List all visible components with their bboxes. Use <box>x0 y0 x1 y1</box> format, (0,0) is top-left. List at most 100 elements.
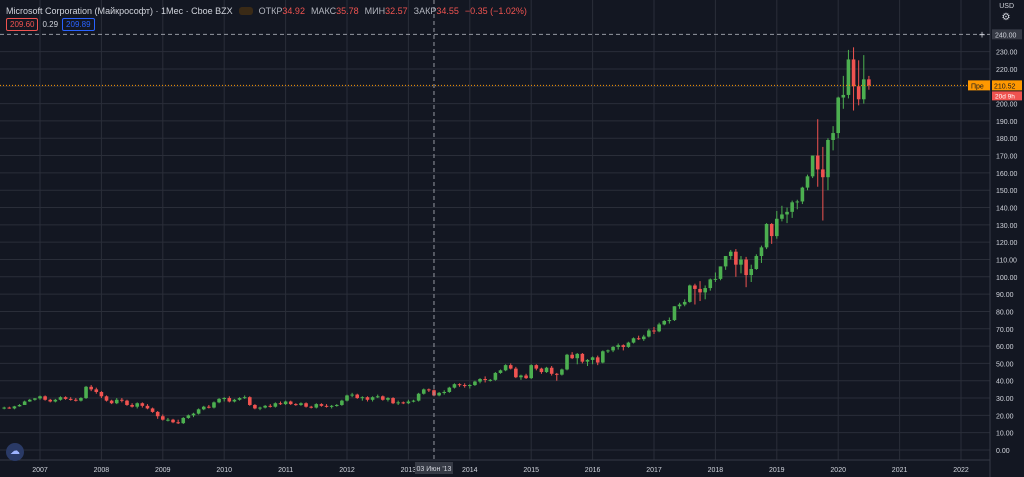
candle-body <box>294 404 298 406</box>
candle-body <box>754 256 759 270</box>
candle-body <box>411 400 416 402</box>
candle-body <box>667 320 672 322</box>
candle-body <box>570 354 574 359</box>
candle-body <box>12 406 17 409</box>
candle-body <box>84 386 88 399</box>
candle-body <box>514 368 518 378</box>
candle-body <box>616 345 620 347</box>
candle-body <box>672 306 677 321</box>
candle-body <box>48 399 53 402</box>
x-tick-label: 2018 <box>708 467 724 474</box>
market-status-icon <box>238 7 253 15</box>
candle-body <box>247 397 252 405</box>
candle-body <box>22 401 27 405</box>
candle-body <box>68 398 73 400</box>
candle-body <box>89 386 93 390</box>
candle-body <box>790 202 794 212</box>
last-price-tag-label: Пре <box>971 83 984 90</box>
candle-body <box>544 367 549 373</box>
candle-body <box>785 211 789 215</box>
tradingview-logo-icon[interactable]: ☁ <box>6 443 24 461</box>
candle-body <box>150 408 155 412</box>
candle-body <box>365 397 370 400</box>
countdown-tag-bg <box>992 91 1022 101</box>
y-tick-label: 110.00 <box>996 257 1017 264</box>
candle-body <box>693 285 697 289</box>
candle-body <box>856 86 861 100</box>
candle-body <box>462 385 467 387</box>
candle-body <box>764 223 769 248</box>
crosshair-price-tag: 240.00 <box>995 32 1017 39</box>
candle-body <box>815 155 820 170</box>
y-tick-label: 200.00 <box>996 102 1018 109</box>
ohlc-low: МИН32.57 <box>364 6 408 16</box>
candle-body <box>826 139 830 178</box>
y-tick-label: 90.00 <box>996 292 1014 299</box>
candle-body <box>7 407 12 409</box>
candle-body <box>749 269 754 276</box>
candle-body <box>575 353 580 359</box>
candle-body <box>529 365 533 379</box>
ohlc-open: ОТКР34.92 <box>258 6 305 16</box>
candle-body <box>442 391 447 393</box>
candle-body <box>140 403 145 406</box>
candle-body <box>43 396 47 400</box>
candle-body <box>74 399 78 401</box>
candle-body <box>519 375 523 378</box>
candle-body <box>109 400 114 404</box>
bid-pill[interactable]: 209.60 <box>6 18 39 31</box>
candle-body <box>734 251 738 265</box>
candle-body <box>621 345 626 347</box>
y-tick-label: 190.00 <box>996 119 1018 126</box>
y-tick-label: 10.00 <box>996 431 1014 438</box>
candle-body <box>299 403 303 405</box>
candle-body <box>657 324 661 332</box>
candle-body <box>273 403 278 407</box>
candle-body <box>677 304 682 307</box>
y-tick-label: 20.00 <box>996 413 1014 420</box>
crosshair-date-tag-bg <box>414 462 453 474</box>
y-tick-label: 120.00 <box>996 240 1018 247</box>
x-tick-label: 2014 <box>462 467 478 474</box>
candle-body <box>641 336 646 340</box>
x-tick-label: 2017 <box>646 467 662 474</box>
candle-body <box>831 133 835 140</box>
candle-body <box>478 378 482 382</box>
candle-body <box>488 379 493 381</box>
candle-body <box>370 397 375 400</box>
candle-body <box>805 176 810 188</box>
y-tick-label: 50.00 <box>996 361 1014 368</box>
candle-body <box>867 79 871 86</box>
y-tick-label: 220.00 <box>996 67 1018 74</box>
last-price-tag-bg <box>992 80 1022 91</box>
candle-body <box>437 392 441 396</box>
candle-body <box>145 405 150 409</box>
candle-body <box>135 403 140 407</box>
countdown-tag-value: 20d 9h <box>995 93 1015 100</box>
candle-body <box>99 391 104 397</box>
candle-body <box>258 407 262 409</box>
candle-body <box>662 320 667 325</box>
y-tick-label: 180.00 <box>996 136 1018 143</box>
x-tick-label: 2007 <box>32 467 48 474</box>
candle-body <box>79 398 83 401</box>
candle-body <box>483 378 487 380</box>
candle-body <box>396 402 400 404</box>
symbol-title[interactable]: Microsoft Corporation (Майкрософт) · 1Ме… <box>6 6 233 16</box>
candle-body <box>212 402 216 408</box>
candle-body <box>17 404 22 407</box>
x-tick-label: 2015 <box>523 467 539 474</box>
candle-body <box>744 259 748 276</box>
crosshair-plus-icon: + <box>978 30 986 40</box>
candle-body <box>222 398 226 400</box>
x-tick-label: 2013 <box>401 467 417 474</box>
ask-pill[interactable]: 209.89 <box>62 18 95 31</box>
crosshair-price-tag-bg <box>992 29 1022 40</box>
candle-body <box>739 259 743 265</box>
candle-body <box>94 389 99 392</box>
candle-body <box>468 385 472 387</box>
chart-settings-icon[interactable]: ⚙ <box>1001 12 1011 23</box>
candle-body <box>38 396 42 399</box>
